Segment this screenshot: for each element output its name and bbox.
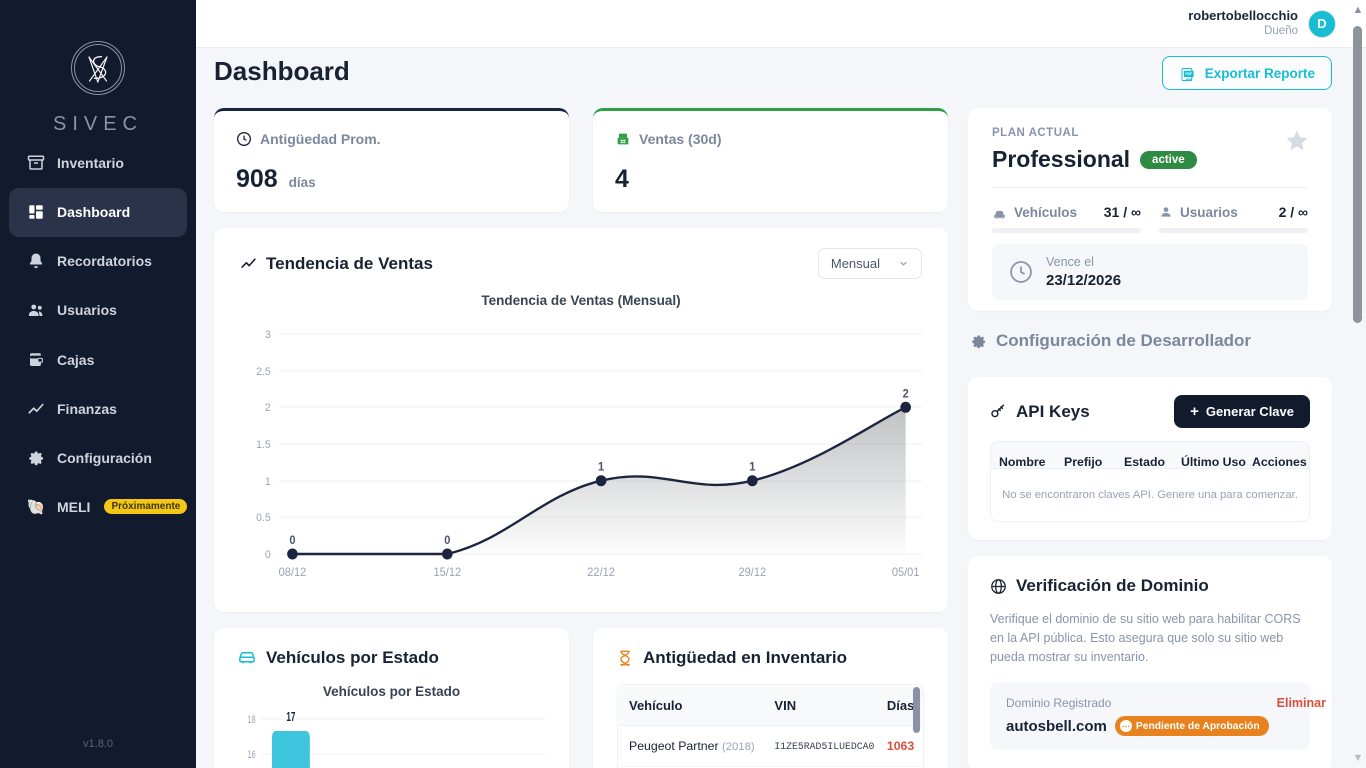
svg-text:1: 1 [265,476,271,488]
svg-text:0: 0 [265,549,271,561]
svg-text:17: 17 [286,711,295,725]
svg-text:08/12: 08/12 [279,567,307,579]
svg-text:3: 3 [265,329,271,341]
svg-text:0: 0 [289,535,295,547]
svg-text:2.5: 2.5 [256,366,271,378]
svg-text:18: 18 [248,714,256,726]
svg-text:2: 2 [903,388,909,400]
svg-text:15/12: 15/12 [433,567,461,579]
svg-text:2: 2 [265,402,271,414]
svg-text:16: 16 [248,749,256,761]
svg-text:0: 0 [444,535,450,547]
svg-text:PDF: PDF [1185,72,1191,76]
svg-text:0.5: 0.5 [256,512,271,524]
svg-text:1.5: 1.5 [256,439,271,451]
svg-text:1: 1 [749,462,755,474]
svg-text:05/01: 05/01 [892,567,920,579]
svg-text:22/12: 22/12 [587,567,615,579]
svg-text:29/12: 29/12 [738,567,766,579]
svg-text:1: 1 [598,462,604,474]
